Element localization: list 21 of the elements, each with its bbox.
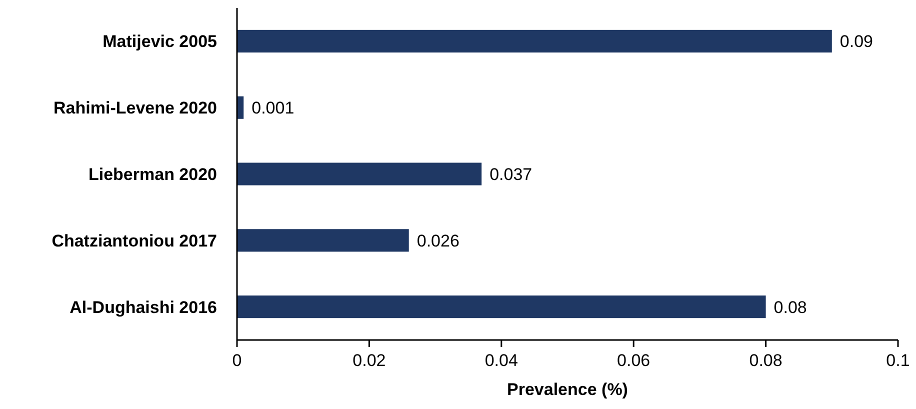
bar xyxy=(237,162,482,186)
x-tick-label: 0.1 xyxy=(886,351,910,370)
bar xyxy=(237,30,832,52)
x-tick-label: 0.04 xyxy=(484,351,518,370)
y-tick-label: Matijevic 2005 xyxy=(102,32,217,52)
data-label: 0.08 xyxy=(774,298,807,317)
x-tick-label: 0 xyxy=(232,351,242,370)
x-tick-label: 0.08 xyxy=(749,351,782,370)
x-axis-title: Prevalence (%) xyxy=(507,380,628,399)
data-label: 0.037 xyxy=(490,164,532,184)
x-tick-label: 0.02 xyxy=(352,351,386,370)
bar xyxy=(237,296,766,318)
bar xyxy=(237,229,409,252)
y-tick-label: Rahimi-Levene 2020 xyxy=(54,98,217,118)
x-tick-label: 0.06 xyxy=(617,351,650,370)
y-tick-label: Chatziantoniou 2017 xyxy=(52,231,217,250)
data-label: 0.09 xyxy=(840,32,873,52)
y-tick-label: Lieberman 2020 xyxy=(88,164,217,184)
y-tick-label: Al-Dughaishi 2016 xyxy=(70,298,217,317)
data-label: 0.001 xyxy=(252,98,294,118)
data-label: 0.026 xyxy=(416,231,460,250)
